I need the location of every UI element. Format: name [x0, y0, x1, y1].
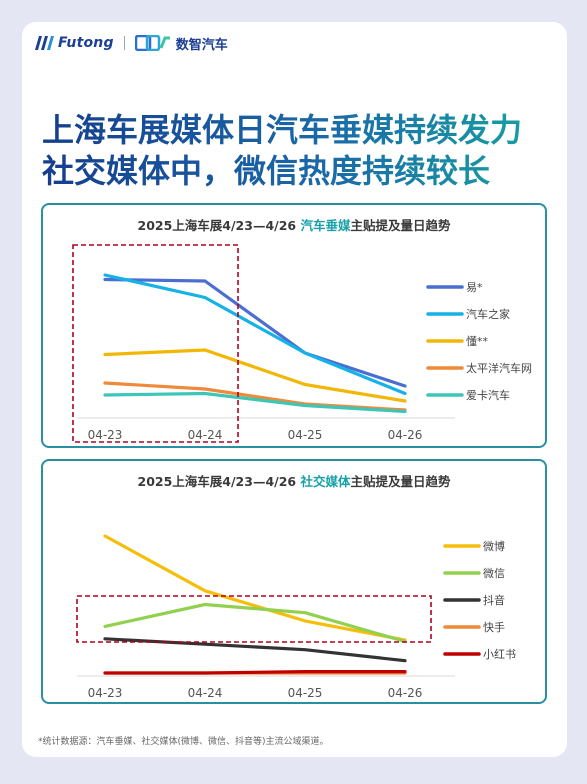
chart-title: 2025上海车展4/23—4/26 汽车垂媒主贴提及量日趋势 — [43, 215, 545, 234]
futong-logo-icon — [35, 36, 54, 50]
shuzhi-logo-icon — [134, 35, 170, 51]
legend-label: 微博 — [483, 539, 505, 553]
series-line — [103, 602, 407, 644]
legend-label: 易* — [466, 281, 483, 294]
x-tick-label: 04-26 — [388, 686, 423, 700]
chart-title-highlight: 社交媒体 — [300, 474, 351, 489]
x-tick-label: 04-23 — [88, 428, 123, 442]
chart-title: 2025上海车展4/23—4/26 社交媒体主贴提及量日趋势 — [43, 471, 545, 490]
legend-label: 快手 — [483, 620, 505, 634]
legend-label: 太平洋汽车网 — [466, 361, 532, 375]
series-line — [103, 534, 407, 642]
x-tick-label: 04-24 — [188, 428, 223, 442]
legend-label: 爱卡汽车 — [466, 388, 510, 402]
series-line — [103, 273, 407, 396]
chart-title-suffix: 主贴提及量日趋势 — [350, 218, 451, 233]
legend-label: 抖音 — [483, 593, 505, 607]
chart-title-prefix: 2025上海车展4/23—4/26 — [137, 218, 301, 233]
series-line — [103, 277, 407, 388]
title-line-1: 上海车展媒体日汽车垂媒持续发力 — [42, 111, 523, 149]
header-logos: Futong 数智汽车 — [33, 33, 228, 53]
title-line-2: 社交媒体中，微信热度持续较长 — [42, 152, 491, 190]
legend-label: 懂** — [466, 335, 488, 348]
chart-panel-social-media: 2025上海车展4/23—4/26 社交媒体主贴提及量日趋势 04-23 04-2… — [41, 459, 547, 704]
shuzhi-brand-text: 数智汽车 — [175, 37, 228, 53]
x-tick-label: 04-23 — [88, 686, 123, 700]
highlight-box — [76, 595, 432, 643]
legend-label: 小红书 — [483, 648, 516, 661]
chart-title-suffix: 主贴提及量日趋势 — [350, 474, 451, 489]
x-tick-label: 04-26 — [388, 428, 423, 442]
chart-panel-vertical-media: 2025上海车展4/23—4/26 汽车垂媒主贴提及量日趋势 04-23 04-2… — [41, 203, 547, 448]
legend-label: 汽车之家 — [466, 307, 510, 321]
x-tick-label: 04-24 — [188, 686, 223, 700]
page-title: 上海车展媒体日汽车垂媒持续发力 社交媒体中，微信热度持续较长 — [42, 110, 562, 192]
x-tick-label: 04-25 — [288, 686, 323, 700]
series-line — [103, 670, 407, 675]
footnote: *统计数据源：汽车垂媒、社交媒体(微博、微信、抖音等)主流公域渠道。 — [38, 737, 329, 747]
header-divider — [123, 36, 125, 50]
futong-brand-text: Futong — [58, 35, 114, 51]
series-line — [103, 381, 407, 412]
series-line — [103, 391, 407, 414]
chart-title-highlight: 汽车垂媒 — [300, 218, 351, 233]
legend-label: 微信 — [483, 566, 505, 580]
chart-title-prefix: 2025上海车展4/23—4/26 — [137, 474, 301, 489]
series-line — [103, 348, 407, 403]
highlight-box — [72, 244, 239, 443]
x-tick-label: 04-25 — [288, 428, 323, 442]
